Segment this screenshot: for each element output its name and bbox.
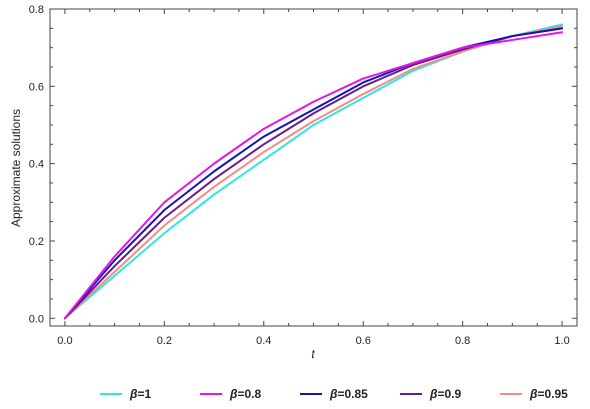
tick-layer	[50, 8, 577, 326]
x-tick-label: 0.4	[256, 335, 271, 347]
legend-item: β=0.95	[500, 387, 568, 401]
x-tick-label: 0.6	[356, 335, 371, 347]
legend-item: β=0.85	[300, 387, 368, 401]
x-tick-label: 0.8	[455, 335, 470, 347]
legend-value: =0.8	[237, 387, 261, 401]
legend-value: =0.85	[337, 387, 368, 401]
x-tick-label: 0.2	[157, 335, 172, 347]
legend-label: β=0.8	[229, 387, 261, 401]
y-tick-label: 0.6	[29, 81, 44, 93]
plot-frame	[49, 8, 578, 327]
series-layer	[63, 23, 564, 320]
legend-value: =1	[137, 387, 151, 401]
legend-value: =0.9	[437, 387, 461, 401]
series-line-beta-1	[63, 23, 564, 320]
x-tick-label: 1.0	[554, 335, 569, 347]
legend-beta-symbol: β	[429, 387, 438, 401]
legend-label: β=0.95	[529, 387, 568, 401]
y-tick-label: 0.8	[29, 4, 44, 16]
y-axis-label: Approximate solutions	[9, 109, 23, 227]
legend-item: β=0.8	[200, 387, 261, 401]
y-tick-label: 0.2	[29, 236, 44, 248]
legend-value: =0.95	[537, 387, 568, 401]
series-line-beta-0_85	[63, 27, 564, 320]
legend-beta-symbol: β	[129, 387, 138, 401]
series-line-beta-0_8	[63, 31, 564, 320]
x-tick-label: 0.0	[57, 335, 72, 347]
legend-beta-symbol: β	[229, 387, 238, 401]
series-line-beta-0_95	[63, 25, 564, 320]
legend-item: β=1	[100, 387, 151, 401]
legend: β=1 β=0.8 β=0.85 β=0.9 β=0.95	[100, 387, 568, 401]
tick-label-layer: 0.0 0.2 0.4 0.6 0.8 1.0 0.0 0.2 0.4 0.6 0.8	[29, 4, 570, 347]
legend-label: β=0.9	[429, 387, 461, 401]
legend-beta-symbol: β	[329, 387, 338, 401]
y-tick-label: 0.0	[29, 313, 44, 325]
x-axis-label: t	[311, 347, 315, 361]
series-line-beta-0_9	[63, 27, 564, 320]
legend-beta-symbol: β	[529, 387, 538, 401]
legend-label: β=1	[129, 387, 151, 401]
legend-item: β=0.9	[400, 387, 461, 401]
legend-label: β=0.85	[329, 387, 368, 401]
y-tick-label: 0.4	[29, 159, 44, 171]
